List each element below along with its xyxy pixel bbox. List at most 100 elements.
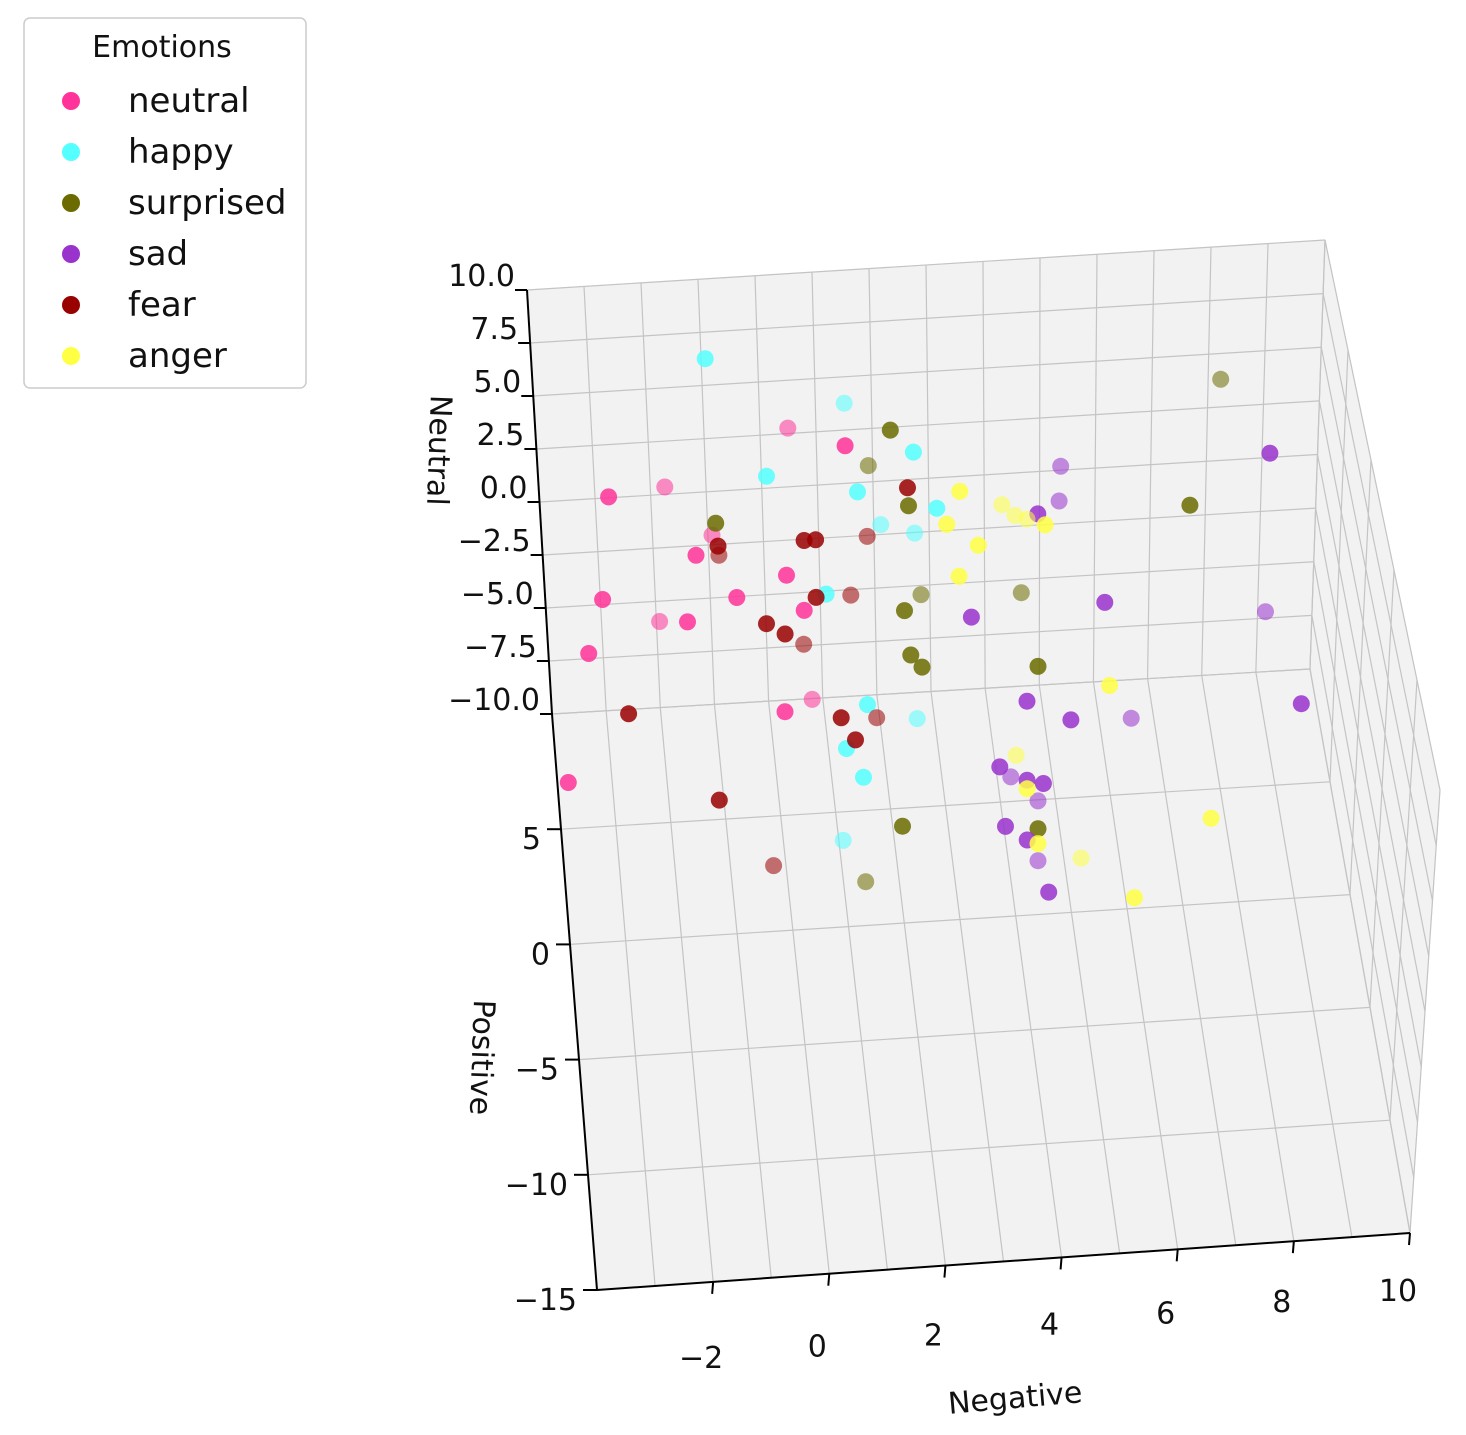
point-happy xyxy=(696,350,714,368)
point-neutral xyxy=(836,437,854,455)
z-tick-label: 10.0 xyxy=(448,259,515,294)
z-tick-label: 0.0 xyxy=(480,471,528,506)
point-surprised xyxy=(912,586,930,604)
point-fear xyxy=(847,731,864,749)
y-tick-label: −15 xyxy=(514,1283,577,1318)
chart-axes xyxy=(515,289,1411,1294)
point-fear xyxy=(868,709,886,727)
point-sad xyxy=(1034,775,1052,792)
point-neutral xyxy=(679,613,696,631)
point-anger xyxy=(1072,849,1090,867)
z-tick-label: 2.5 xyxy=(477,418,525,453)
gridline-z-wall xyxy=(526,239,1326,291)
point-sad xyxy=(1040,883,1058,901)
point-fear xyxy=(710,546,728,564)
point-fear xyxy=(776,625,794,643)
legend-frame xyxy=(23,17,307,389)
point-sad xyxy=(997,817,1014,835)
z-tick-label: −7.5 xyxy=(464,630,537,665)
gridline-z-wall xyxy=(548,614,1312,662)
point-sad xyxy=(1029,852,1047,870)
point-surprised xyxy=(881,421,899,439)
point-anger xyxy=(1018,780,1036,798)
point-surprised xyxy=(857,873,875,891)
point-anger xyxy=(993,496,1011,514)
point-neutral xyxy=(728,589,746,606)
point-sad xyxy=(1257,603,1274,621)
point-neutral xyxy=(776,703,794,721)
legend-marker-sad xyxy=(62,245,80,263)
legend: Emotions neutral happy surprised sad fear ang… xyxy=(23,17,307,389)
point-surprised xyxy=(1029,657,1047,675)
gridline-x-floor xyxy=(1092,681,1179,1250)
point-surprised xyxy=(894,817,911,835)
x-tick-mark xyxy=(943,1265,947,1278)
chart-tick-labels: −2 0 2 4 6 8 10 −15 −10 −5 0 5 10.0 7.5 5.0 2.5 0.0 −2.5 −… xyxy=(448,259,1417,1376)
point-sad xyxy=(1096,593,1114,611)
point-sad xyxy=(1029,792,1047,810)
point-surprised xyxy=(900,497,917,515)
y-tick-label: −5 xyxy=(515,1053,559,1088)
point-happy xyxy=(835,394,853,412)
gridline-y-floor xyxy=(560,781,1331,830)
x-tick-label: 2 xyxy=(924,1319,943,1354)
point-anger xyxy=(969,536,987,554)
point-fear xyxy=(807,588,825,606)
point-anger xyxy=(1202,809,1220,827)
gridline-z-side xyxy=(1318,400,1430,957)
legend-label-surprised: surprised xyxy=(128,183,286,223)
y-tick-label: 0 xyxy=(531,937,550,972)
legend-label-fear: fear xyxy=(128,285,196,325)
point-anger xyxy=(1018,510,1036,528)
point-neutral xyxy=(687,546,705,564)
point-anger xyxy=(1126,889,1143,907)
legend-marker-happy xyxy=(62,143,80,161)
gridline-x-floor xyxy=(822,697,888,1270)
point-neutral xyxy=(600,488,618,506)
point-neutral xyxy=(778,566,795,584)
z-tick-label: −5.0 xyxy=(461,577,534,612)
legend-marker-neutral xyxy=(62,92,80,110)
gridline-x-floor xyxy=(1255,672,1353,1238)
point-surprised xyxy=(1029,820,1047,838)
gridline-x-floor xyxy=(1201,675,1295,1242)
point-anger xyxy=(1101,677,1119,694)
gridline-y-floor xyxy=(587,1119,1391,1176)
point-neutral xyxy=(559,774,577,791)
point-fear xyxy=(842,586,860,604)
z-axis-label: Neutral xyxy=(419,394,458,506)
x-tick-mark xyxy=(1291,1241,1295,1254)
point-fear xyxy=(807,531,825,549)
x-tick-mark xyxy=(1059,1257,1063,1270)
gridline-z-side xyxy=(1309,668,1411,1234)
x-tick-label: 8 xyxy=(1272,1285,1291,1320)
legend-marker-fear xyxy=(62,296,80,314)
point-happy xyxy=(908,710,926,728)
z-tick-label: 5.0 xyxy=(474,365,522,400)
point-sad xyxy=(1261,444,1279,462)
gridline-x-floor xyxy=(984,688,1063,1258)
point-neutral xyxy=(651,613,669,630)
gridline-z-side xyxy=(1322,293,1437,846)
point-surprised xyxy=(707,514,725,532)
point-sad xyxy=(1018,692,1036,710)
point-neutral xyxy=(580,645,598,662)
point-happy xyxy=(906,524,924,542)
chart-gridlines xyxy=(526,239,1441,1291)
gridline-x-floor xyxy=(659,707,714,1282)
x-axis-line xyxy=(596,1232,1411,1291)
point-neutral xyxy=(803,690,821,708)
x-axis-label: Negative xyxy=(947,1375,1084,1422)
point-fear xyxy=(758,615,775,633)
point-happy xyxy=(758,467,775,485)
gridline-z-side xyxy=(1316,454,1426,1012)
gridline-z-wall xyxy=(533,346,1322,397)
point-anger xyxy=(1007,746,1025,764)
floor-pane xyxy=(551,668,1411,1291)
x-tick-mark xyxy=(1175,1249,1179,1262)
legend-label-sad: sad xyxy=(128,234,188,274)
point-surprised xyxy=(913,658,931,676)
point-happy xyxy=(859,696,876,714)
gridline-y-floor xyxy=(578,1006,1371,1061)
x-tick-mark xyxy=(711,1281,715,1294)
